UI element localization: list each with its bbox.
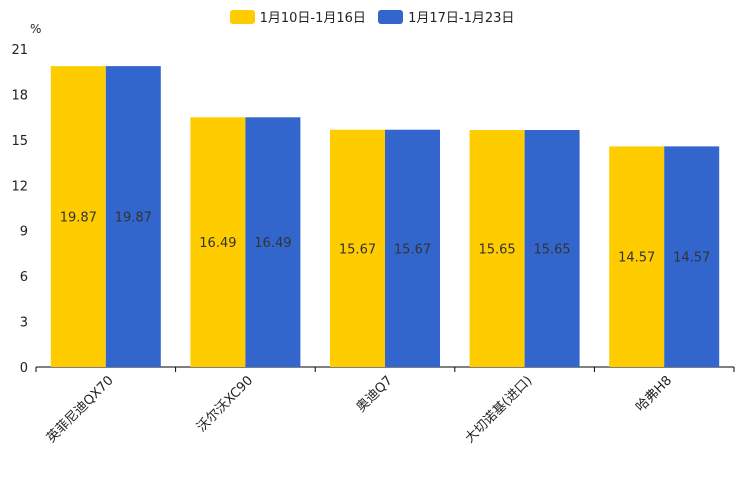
bar-2-1[interactable] [245,117,301,368]
legend-swatch-series-2 [378,9,404,24]
bar-1-0[interactable] [50,66,106,368]
x-tick-label-2: 奥迪Q7 [354,373,396,415]
y-tick-label-2: 6 [20,270,28,285]
data-label-2-4: 14.57 [673,251,710,266]
x-tick-label-4: 哈弗H8 [633,373,675,415]
data-label-1-3: 15.65 [478,243,515,258]
bar-1-2[interactable] [330,129,385,367]
bar-1-4[interactable] [609,146,665,367]
y-axis-unit-label: % [30,22,42,36]
legend-item-series-1[interactable]: 1月10日-1月16日 [229,7,366,26]
bar-1-1[interactable] [190,117,246,368]
legend: 1月10日-1月16日 1月17日-1月23日 [0,7,744,28]
data-label-1-1: 16.49 [199,236,236,251]
legend-label-series-2: 1月17日-1月23日 [408,11,515,26]
y-tick-label-3: 9 [20,225,28,240]
data-label-1-4: 14.57 [618,251,655,266]
y-tick-label-0: 0 [20,361,28,376]
data-label-1-0: 19.87 [60,211,97,226]
y-tick-label-7: 21 [11,43,28,58]
y-tick-label-4: 12 [11,179,28,194]
data-label-2-3: 15.65 [533,243,570,258]
y-tick-label-1: 3 [20,316,28,331]
legend-swatch-series-1 [229,9,255,24]
bar-2-0[interactable] [105,66,161,368]
legend-item-series-2[interactable]: 1月17日-1月23日 [378,7,514,26]
data-label-2-2: 15.67 [394,242,431,257]
bar-2-2[interactable] [385,129,440,367]
bar-2-4[interactable] [664,146,720,367]
bar-2-3[interactable] [524,130,580,367]
x-tick-label-1: 沃尔沃XC90 [194,373,256,435]
y-tick-label-6: 18 [11,88,28,103]
legend-label-series-1: 1月10日-1月16日 [259,11,366,26]
y-tick-label-5: 15 [11,134,28,149]
bar-1-3[interactable] [469,130,525,367]
data-label-2-0: 19.87 [115,211,152,226]
data-label-2-1: 16.49 [254,236,291,251]
x-tick-label-3: 大切诺基(进口) [462,373,535,446]
x-tick-label-0: 英菲尼迪QX70 [44,373,117,446]
data-label-1-2: 15.67 [339,242,376,257]
